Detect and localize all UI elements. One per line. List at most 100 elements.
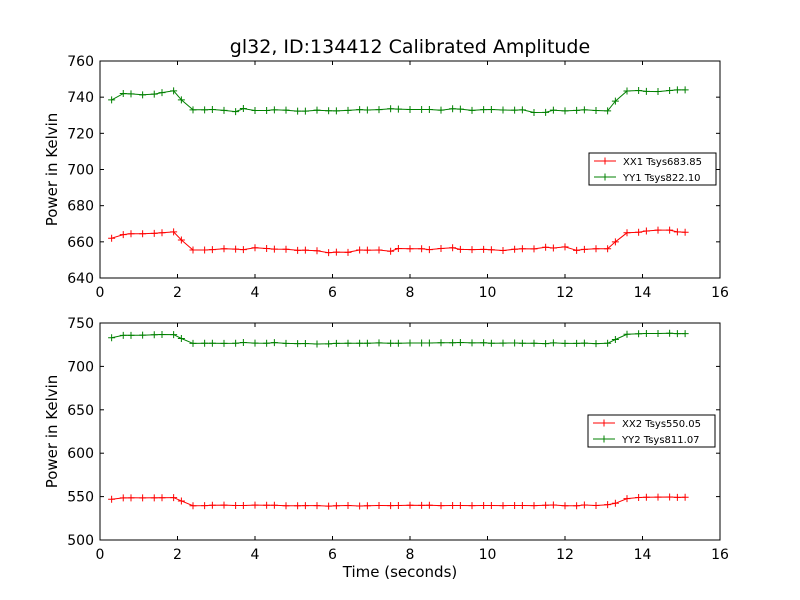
- data-point: [561, 502, 569, 510]
- data-point: [611, 335, 619, 343]
- x-tick-label: 2: [173, 547, 182, 563]
- data-point: [561, 243, 569, 251]
- data-point: [425, 105, 433, 113]
- data-point: [623, 87, 631, 95]
- data-point: [313, 502, 321, 510]
- data-point: [387, 502, 395, 510]
- data-point: [108, 334, 116, 342]
- legend-entry-label: XX2 Tsys550.05: [622, 419, 701, 430]
- data-point: [177, 497, 185, 505]
- data-point: [344, 339, 352, 347]
- data-point: [375, 501, 383, 509]
- data-point: [387, 339, 395, 347]
- data-point: [635, 228, 643, 236]
- data-point: [177, 236, 185, 244]
- data-point: [325, 249, 333, 257]
- data-point: [150, 331, 158, 339]
- x-tick-label: 0: [96, 547, 105, 563]
- plot-panel-2: 500 550 600 650 700 750 0 2 4 6 8 10 12 14 16 Power in …: [43, 316, 729, 581]
- data-point: [480, 339, 488, 347]
- data-point: [573, 246, 581, 254]
- x-tick-label: 6: [328, 285, 337, 301]
- data-point: [270, 106, 278, 114]
- data-point: [363, 246, 371, 254]
- data-point: [201, 339, 209, 347]
- plot-panel-1: 640 660 680 700 720 740 760 0 2 4 6 8 10 12 14 16 Power …: [43, 54, 729, 301]
- data-point: [511, 245, 519, 253]
- legend-marker: [601, 157, 609, 165]
- data-point: [456, 502, 464, 510]
- data-point: [437, 106, 445, 114]
- y-tick-label: 640: [67, 271, 94, 287]
- data-point: [363, 339, 371, 347]
- data-point: [573, 106, 581, 114]
- x-tick-label: 10: [479, 285, 497, 301]
- data-point: [499, 502, 507, 510]
- data-point: [208, 105, 216, 113]
- data-point: [549, 244, 557, 252]
- data-point: [654, 493, 662, 501]
- legend-box: [588, 152, 717, 186]
- data-point: [580, 106, 588, 114]
- data-point: [604, 107, 612, 115]
- data-point: [332, 502, 340, 510]
- legend-entry-label: YY2 Tsys811.07: [621, 435, 700, 446]
- data-point: [518, 339, 526, 347]
- data-point: [325, 340, 333, 348]
- data-point: [518, 501, 526, 509]
- legend-marker: [601, 173, 609, 181]
- data-point: [499, 247, 507, 255]
- data-point: [449, 105, 457, 113]
- y-tick-label: 720: [67, 126, 94, 142]
- data-point: [681, 493, 689, 501]
- data-point: [375, 339, 383, 347]
- data-point: [332, 248, 340, 256]
- y-tick-label: 660: [67, 235, 94, 251]
- data-point: [666, 226, 674, 234]
- data-point: [561, 107, 569, 115]
- data-point: [437, 339, 445, 347]
- x-axis-label: Time (seconds): [342, 563, 458, 581]
- data-point: [251, 244, 259, 252]
- data-point: [170, 87, 178, 95]
- data-point: [611, 499, 619, 507]
- data-point: [170, 494, 178, 502]
- data-point: [518, 245, 526, 253]
- y-tick-label: 700: [67, 359, 94, 375]
- data-point: [201, 246, 209, 254]
- data-point: [251, 107, 259, 115]
- data-point: [263, 107, 271, 115]
- legend-marker: [600, 435, 608, 443]
- data-point: [232, 108, 240, 116]
- data-point: [170, 331, 178, 339]
- data-point: [270, 339, 278, 347]
- data-point: [313, 340, 321, 348]
- data-point: [681, 228, 689, 236]
- data-point: [270, 245, 278, 253]
- data-point: [344, 248, 352, 256]
- data-point: [549, 106, 557, 114]
- data-point: [239, 501, 247, 509]
- data-point: [251, 339, 259, 347]
- data-point: [580, 501, 588, 509]
- x-tick-label: 0: [96, 285, 105, 301]
- data-point: [301, 339, 309, 347]
- data-point: [108, 234, 116, 242]
- data-point: [642, 330, 650, 338]
- data-point: [611, 238, 619, 246]
- data-point: [263, 339, 271, 347]
- plot-frame: [99, 322, 721, 541]
- data-point: [263, 501, 271, 509]
- data-point: [294, 107, 302, 115]
- data-point: [623, 229, 631, 237]
- data-point: [456, 245, 464, 253]
- data-point: [666, 493, 674, 501]
- y-tick-label: 600: [67, 446, 94, 462]
- y-tick-label: 550: [67, 490, 94, 506]
- data-point: [654, 88, 662, 96]
- data-point: [425, 501, 433, 509]
- data-point: [406, 501, 414, 509]
- data-point: [356, 502, 364, 510]
- data-point: [530, 339, 538, 347]
